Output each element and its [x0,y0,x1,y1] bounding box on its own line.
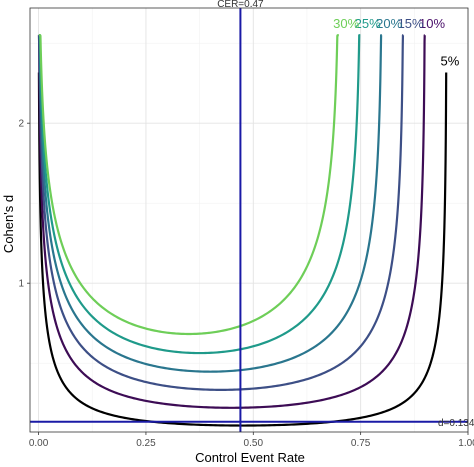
d-reference-label: d=0.134 [438,418,474,429]
x-axis-title: Control Event Rate [195,450,305,465]
series-line-5pct [37,72,448,427]
x-tick-label: 0.25 [136,438,156,449]
series-label-15pct: 15% [398,16,424,31]
axis-layer: 0.00 0.25 0.50 0.75 1.00 1 2 [18,7,474,449]
y-tick-label: 2 [18,119,24,130]
curve-labels-layer: 5% 10%15%20%25%30% [333,16,460,68]
x-tick-label: 1.00 [458,438,474,449]
reference-lines-layer: CER=0.47 d=0.134 [30,0,474,432]
series-label-25pct: 25% [355,16,381,31]
series-line-20pct [37,34,383,373]
x-tick-label: 0.50 [244,438,264,449]
curves-layer [37,34,448,427]
y-axis-title: Cohen's d [1,195,16,253]
panel-border [29,7,469,433]
cer-reference-label: CER=0.47 [217,0,264,10]
series-label-10pct: 10% [419,16,445,31]
series-line-30pct [37,34,340,336]
series-label-5pct: 5% [441,53,460,68]
y-tick-label: 1 [18,279,24,290]
series-line-10pct [37,34,426,409]
x-tick-label: 0.00 [29,438,49,449]
series-line-15pct [37,34,405,391]
series-label-30pct: 30% [333,16,359,31]
series-label-20pct: 20% [376,16,402,31]
x-tick-label: 0.75 [351,438,371,449]
series-line-25pct [37,34,362,355]
